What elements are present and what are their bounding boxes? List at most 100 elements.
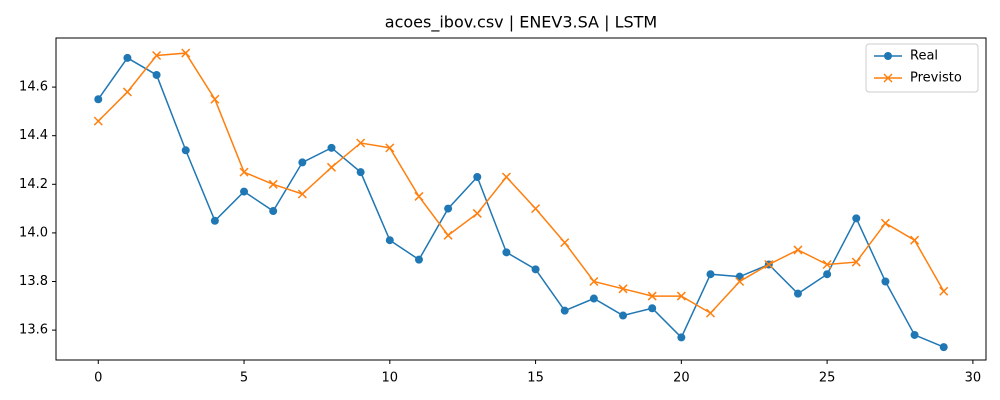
marker [793, 245, 803, 255]
x-tick-label: 30 [965, 371, 982, 386]
marker [181, 146, 190, 155]
marker [884, 52, 892, 60]
chart-title: acoes_ibov.csv | ENEV3.SA | LSTM [385, 13, 657, 33]
marker-stroke [122, 87, 132, 97]
marker-stroke [414, 191, 424, 201]
marker-stroke [210, 94, 220, 104]
y-tick-label: 13.6 [19, 323, 48, 338]
marker [385, 143, 395, 153]
marker [852, 214, 861, 223]
marker-stroke [268, 179, 278, 189]
marker [589, 294, 598, 303]
marker [326, 162, 337, 172]
marker [939, 343, 948, 352]
marker-stroke [152, 50, 162, 61]
x-tick-label: 25 [819, 371, 836, 386]
x-tick-label: 5 [240, 371, 248, 386]
marker-stroke [793, 245, 803, 255]
marker-stroke [851, 257, 861, 267]
marker [327, 143, 336, 152]
marker [677, 333, 686, 342]
y-tick-label: 14.2 [19, 177, 48, 192]
marker [822, 259, 832, 270]
marker [472, 208, 482, 218]
marker [735, 276, 745, 287]
legend: Real Previsto [865, 43, 979, 93]
marker [618, 284, 628, 294]
marker-stroke [385, 143, 395, 153]
marker [122, 87, 132, 97]
marker-stroke [939, 286, 949, 296]
marker [764, 259, 774, 270]
marker-stroke [735, 276, 745, 287]
marker [676, 291, 686, 301]
legend-label: Previsto [910, 71, 962, 86]
marker-stroke [880, 218, 890, 228]
marker [880, 218, 890, 228]
marker [181, 48, 191, 58]
marker [910, 235, 920, 245]
marker [910, 330, 919, 339]
marker-stroke [181, 48, 191, 58]
marker-stroke [705, 308, 716, 318]
marker [385, 236, 394, 245]
marker-stroke [93, 116, 103, 126]
marker-stroke [560, 238, 570, 248]
y-tick-label: 14.6 [19, 80, 48, 95]
x-tick-label: 0 [94, 371, 102, 386]
marker [240, 187, 249, 196]
marker-stroke [501, 172, 511, 182]
marker-stroke [297, 189, 307, 199]
marker [443, 230, 453, 240]
series-line [97, 52, 945, 315]
marker-stroke [647, 291, 657, 301]
marker [851, 257, 861, 267]
y-tick-label: 13.8 [19, 274, 48, 289]
marker [560, 306, 569, 315]
marker-stroke [676, 291, 686, 301]
marker [560, 238, 570, 248]
marker [356, 138, 366, 148]
x-tick-label: 20 [673, 371, 690, 386]
marker [298, 158, 307, 167]
marker [648, 304, 657, 313]
marker-stroke [443, 230, 453, 240]
marker [123, 53, 132, 62]
marker [356, 168, 365, 177]
marker [647, 291, 657, 301]
marker-stroke [764, 259, 774, 270]
marker [444, 204, 453, 213]
marker [589, 276, 599, 287]
marker-stroke [326, 162, 337, 172]
marker [93, 116, 103, 126]
marker-stroke [531, 204, 541, 214]
marker [939, 286, 949, 296]
marker-stroke [618, 284, 628, 294]
marker [531, 204, 541, 214]
marker [881, 277, 890, 286]
marker [239, 167, 249, 177]
marker [94, 95, 103, 104]
marker-stroke [589, 276, 599, 287]
marker [531, 265, 540, 274]
marker [269, 207, 278, 216]
marker [705, 308, 716, 318]
marker [501, 172, 511, 182]
marker-stroke [472, 208, 482, 218]
y-tick-label: 14.0 [19, 225, 48, 240]
legend-label: Real [910, 49, 938, 64]
marker [502, 248, 511, 257]
marker [414, 191, 424, 201]
plot-frame [55, 37, 987, 361]
series-line [97, 56, 945, 348]
marker [152, 70, 161, 79]
marker-stroke [239, 167, 249, 177]
marker [619, 311, 628, 320]
x-tick-label: 15 [527, 371, 544, 386]
marker [823, 270, 832, 279]
marker [268, 179, 278, 189]
marker [706, 270, 715, 279]
marker [414, 255, 423, 264]
y-tick-label: 14.4 [19, 128, 48, 143]
